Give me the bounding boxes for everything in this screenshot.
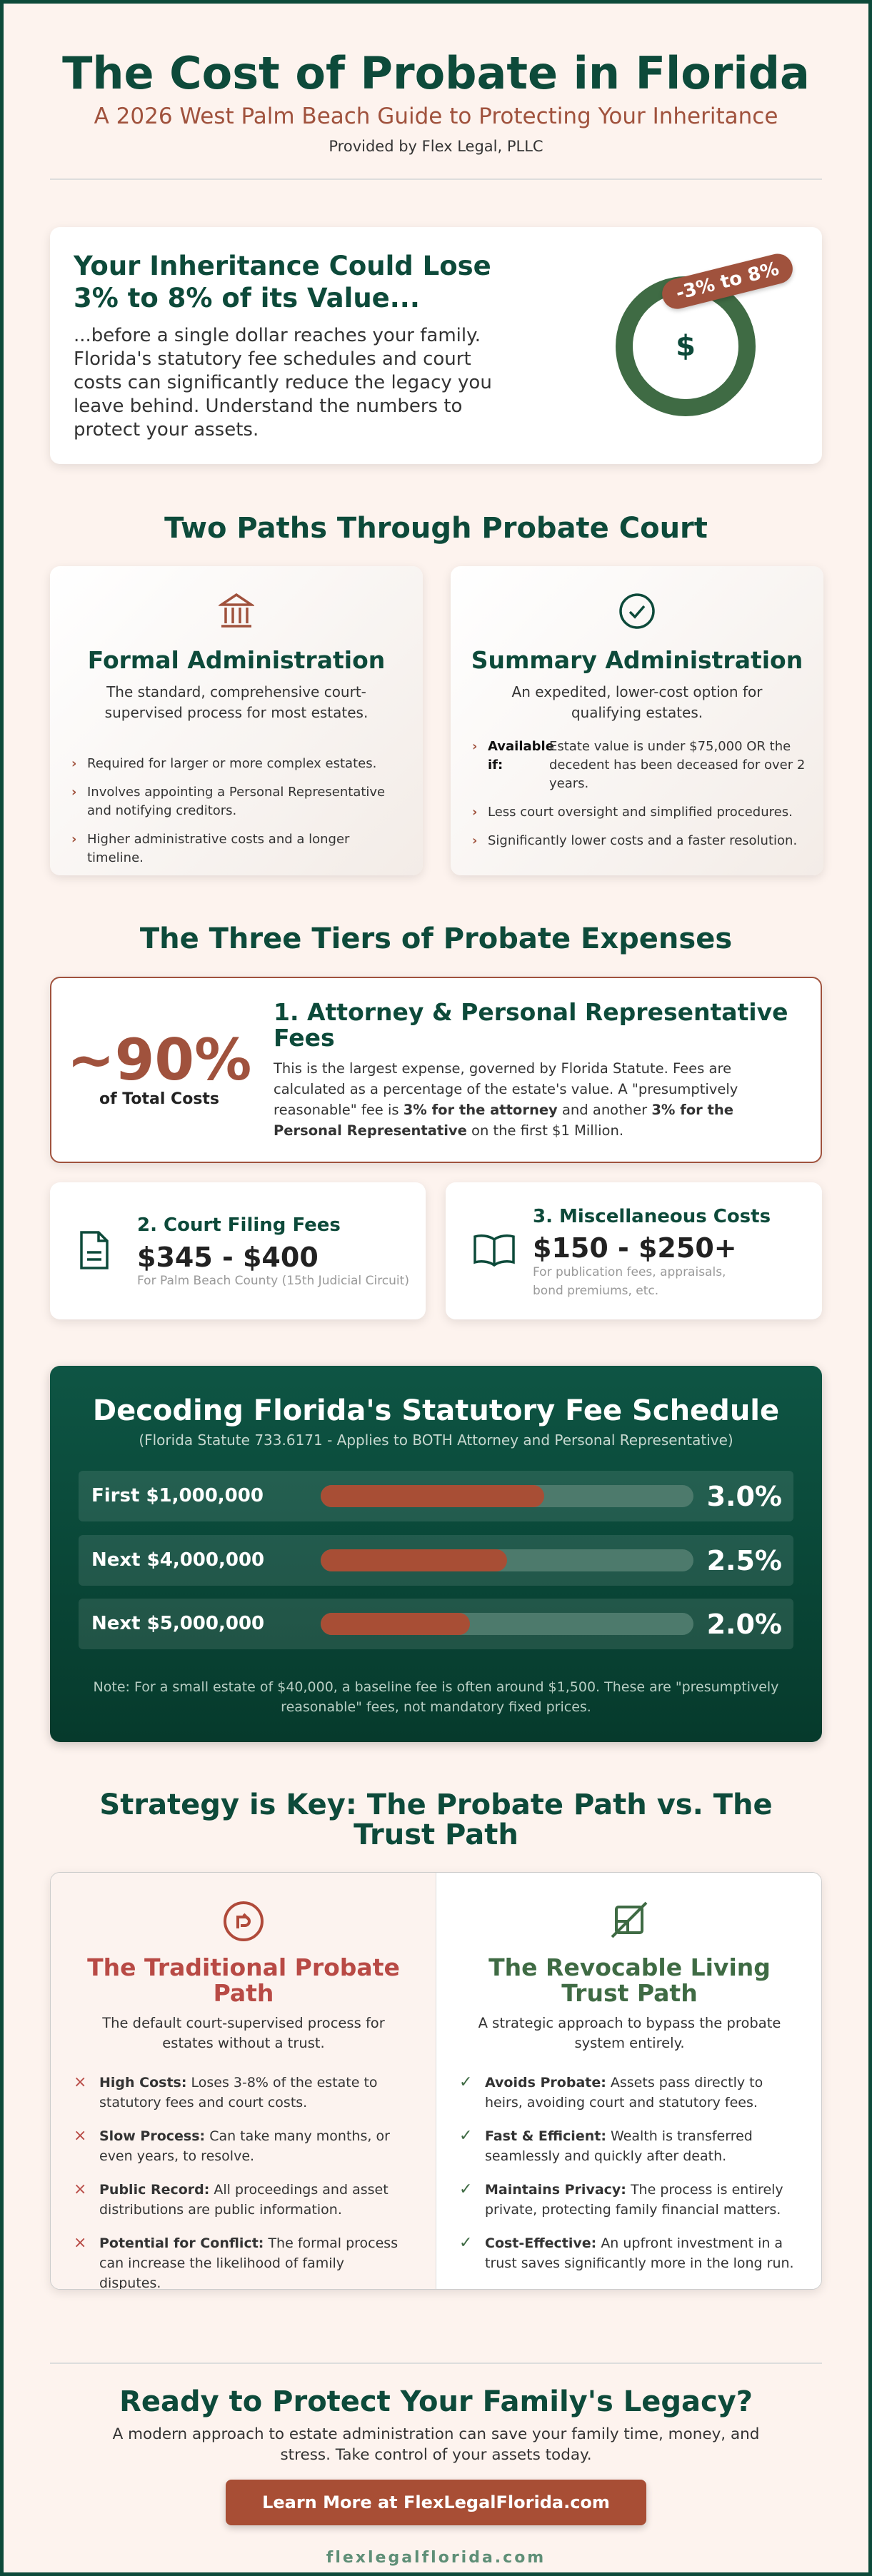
section-heading: Two Paths Through Probate Court	[164, 512, 708, 545]
card-title: Summary Administration	[471, 646, 803, 674]
column-description: The default court-supervised process for…	[102, 2015, 385, 2051]
document-icon	[80, 1231, 109, 1269]
item: × Slow Process: Can take many months, or …	[74, 2127, 390, 2164]
bar-fill	[321, 1485, 545, 1507]
cta-heading: Ready to Protect Your Family's Legacy?	[119, 2385, 753, 2418]
stat: ~90%	[66, 1027, 252, 1093]
card-title: Formal Administration	[87, 646, 386, 674]
bullet: › Less court oversight and simplified pro…	[472, 805, 793, 820]
item-list: × High Costs: Loses 3-8% of the estate to…	[74, 2073, 409, 2290]
section-heading: Strategy is Key: The Probate Path vs. Th…	[99, 1788, 773, 1851]
icon-symbol: $	[676, 330, 696, 363]
divider	[50, 178, 822, 180]
item: ✓ Maintains Privacy: The process is entir…	[459, 2180, 783, 2218]
item-list: ✓ Avoids Probate: Assets pass directly to…	[459, 2073, 802, 2287]
tier-card: 3. Miscellaneous Costs $150 - $250+ For …	[446, 1182, 822, 1319]
tier-note: For publication fees, appraisals, bond p…	[533, 1265, 726, 1298]
column-title: The Revocable Living Trust Path	[488, 1953, 771, 2007]
bar-track	[321, 1549, 693, 1571]
column-description: A strategic approach to bypass the proba…	[478, 2015, 781, 2051]
tier-body: This is the largest expense, governed by…	[274, 1060, 738, 1139]
provider: Provided by Flex Legal, PLLC	[329, 138, 543, 155]
card-description: The standard, comprehensive court-superv…	[104, 683, 369, 721]
tier-note: For Palm Beach County (15th Judicial Cir…	[137, 1274, 409, 1288]
bullet-list: › Available if: Estate value is under $75,…	[472, 738, 808, 860]
fee-subheading: (Florida Statute 733.6171 - Applies to B…	[139, 1432, 733, 1449]
heading-line: Your Inheritance Could Lose	[74, 251, 491, 281]
fee-rate: 2.5%	[706, 1545, 782, 1576]
item: × Public Record: All proceedings and asse…	[74, 2180, 389, 2218]
comparison-card: The Traditional Probate Path The default…	[50, 1872, 822, 2290]
heading-line: 3% to 8% of its Value...	[74, 283, 420, 313]
subtitle: A 2026 West Palm Beach Guide to Protecti…	[94, 104, 778, 129]
check-icon	[619, 593, 655, 629]
fee-note: Note: For a small estate of $40,000, a b…	[93, 1679, 779, 1715]
fee-heading: Decoding Florida's Statutory Fee Schedul…	[92, 1394, 780, 1427]
bullet-list: › Required for larger or more complex est…	[71, 755, 407, 877]
bar-fill	[321, 1613, 470, 1635]
intro-body: ...before a single dollar reaches your f…	[74, 325, 492, 441]
intro-card: Your Inheritance Could Lose 3% to 8% of …	[50, 227, 822, 464]
item: × High Costs: Loses 3-8% of the estate to…	[74, 2073, 378, 2110]
tier-amount: $345 - $400	[137, 1242, 319, 1273]
fee-rate: 3.0%	[706, 1481, 782, 1512]
bullet: › Required for larger or more complex est…	[71, 756, 377, 771]
fee-row: Next $4,000,000 2.5%	[79, 1535, 793, 1586]
tier-card: 2. Court Filing Fees $345 - $400 For Pal…	[50, 1182, 426, 1319]
path-card: Summary Administration An expedited, low…	[451, 566, 823, 875]
bar-track	[321, 1485, 693, 1507]
item: ✓ Cost-Effective: An upfront investment i…	[459, 2234, 794, 2271]
fee-label: Next $5,000,000	[91, 1613, 265, 1634]
title: The Cost of Probate in Florida	[62, 47, 810, 99]
column-title: The Traditional Probate Path	[87, 1953, 400, 2007]
item: × Potential for Conflict: The formal proc…	[74, 2234, 399, 2290]
book-icon	[473, 1234, 515, 1267]
cta-button[interactable]: Learn More at FlexLegalFlorida.com	[226, 2480, 646, 2525]
probate-column: The Traditional Probate Path The default…	[51, 1873, 436, 2290]
trust-icon	[611, 1901, 648, 1938]
fee-label: Next $4,000,000	[91, 1549, 265, 1571]
card-description: An expedited, lower-cost option for qual…	[511, 683, 763, 721]
bullet: › Significantly lower costs and a faster …	[472, 833, 798, 848]
bar-fill	[321, 1549, 507, 1571]
item: ✓ Avoids Probate: Assets pass directly to…	[459, 2073, 763, 2110]
bullet: › Involves appointing a Personal Represen…	[71, 785, 386, 818]
section-heading: The Three Tiers of Probate Expenses	[139, 922, 733, 955]
bullet: › Higher administrative costs and a longe…	[71, 832, 350, 865]
footer-url: flexlegalflorida.com	[326, 2549, 546, 2567]
fee-row: Next $5,000,000 2.0%	[79, 1599, 793, 1649]
fee-row: First $1,000,000 3.0%	[79, 1471, 793, 1521]
bullet: › Available if: Estate value is under $75,…	[472, 739, 806, 791]
bar-track	[321, 1613, 693, 1635]
fee-label: First $1,000,000	[91, 1485, 264, 1506]
fee-panel: Decoding Florida's Statutory Fee Schedul…	[50, 1366, 822, 1742]
stat-label: of Total Costs	[99, 1090, 220, 1108]
intro-heading: Your Inheritance Could Lose 3% to 8% of …	[74, 250, 491, 314]
courthouse-icon	[219, 593, 254, 628]
tier-title: 2. Court Filing Fees	[137, 1214, 341, 1236]
path-card: Formal Administration The standard, comp…	[50, 566, 423, 875]
fee-rate: 2.0%	[706, 1609, 782, 1640]
tier-title: 1. Attorney & Personal Representative Fe…	[274, 998, 788, 1052]
item: ✓ Fast & Efficient: Wealth is transferred…	[459, 2127, 753, 2164]
probate-icon	[224, 1901, 264, 1941]
cta-body: A modern approach to estate administrati…	[112, 2425, 760, 2464]
tier-card: ~90% of Total Costs 1. Attorney & Person…	[50, 977, 822, 1163]
tier-title: 3. Miscellaneous Costs	[533, 1206, 771, 1227]
tier-amount: $150 - $250+	[533, 1232, 737, 1264]
divider	[50, 2363, 822, 2364]
trust-column: The Revocable Living Trust Path A strate…	[436, 1873, 821, 2289]
